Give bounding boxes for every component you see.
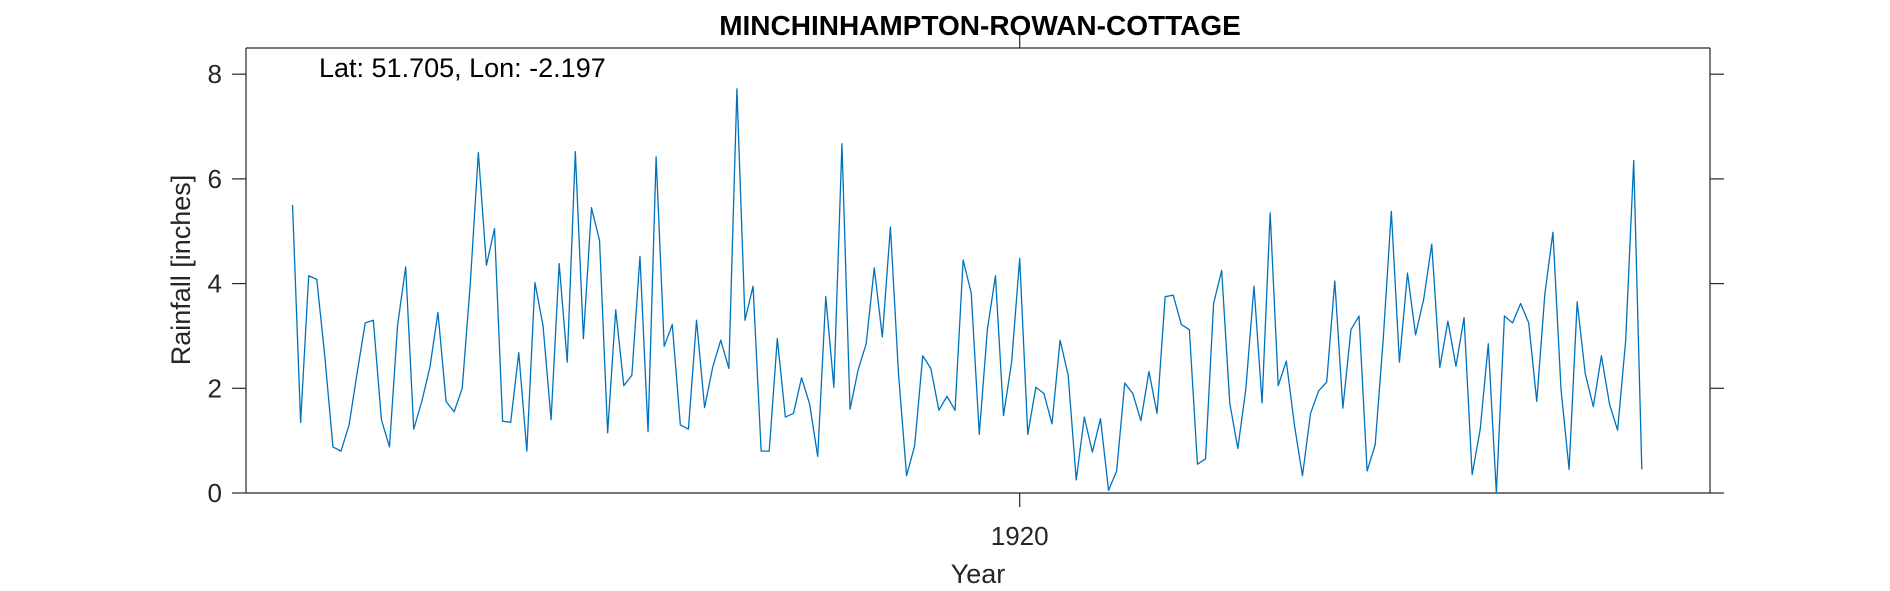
y-axis-label: Rainfall [inches] xyxy=(166,175,196,366)
axes-box xyxy=(245,47,1711,494)
series-line-0 xyxy=(291,88,1643,494)
y-tick-label-1: 2 xyxy=(208,373,222,403)
x-tick-label-0: 1920 xyxy=(991,521,1049,551)
y-axis-ticks: 0 2 4 6 8 xyxy=(208,59,1724,508)
x-axis-ticks: 1920 xyxy=(991,34,1049,551)
y-tick-label-2: 4 xyxy=(208,269,222,299)
series-group xyxy=(291,88,1643,494)
chart-title: MINCHINHAMPTON-ROWAN-COTTAGE xyxy=(719,10,1241,41)
location-annotation: Lat: 51.705, Lon: -2.197 xyxy=(319,53,606,83)
y-tick-label-0: 0 xyxy=(208,478,222,508)
x-axis-label: Year xyxy=(951,559,1006,589)
y-tick-label-4: 8 xyxy=(208,59,222,89)
y-tick-label-3: 6 xyxy=(208,164,222,194)
